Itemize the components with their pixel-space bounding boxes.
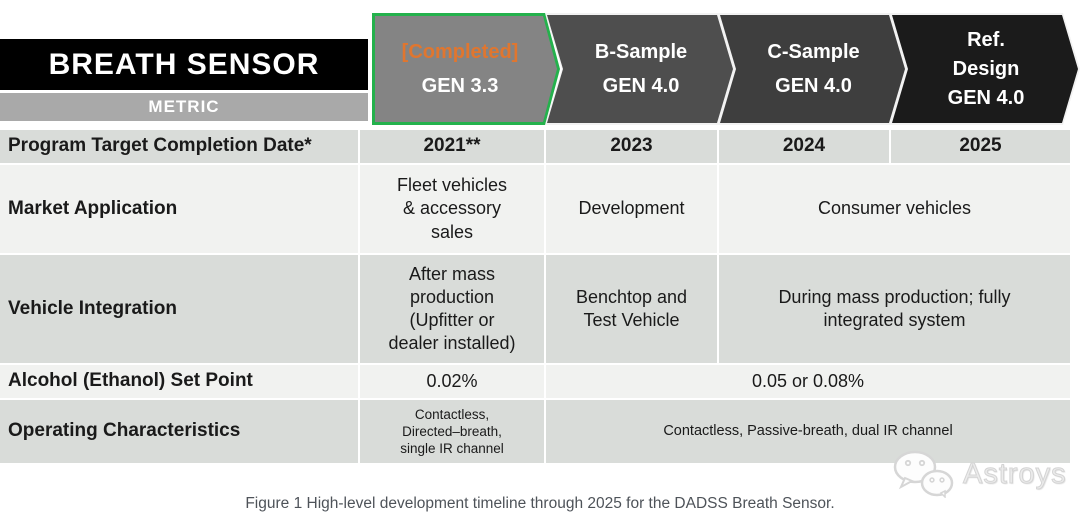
stage-ref-design-body: Ref. Design GEN 4.0 bbox=[892, 15, 1078, 123]
watermark-text: Astroys bbox=[963, 457, 1067, 490]
metrics-table: Program Target Completion Date* 2021** 2… bbox=[0, 130, 1070, 463]
row-label-alcohol-set-point: Alcohol (Ethanol) Set Point bbox=[0, 365, 358, 398]
metric-label: METRIC bbox=[148, 97, 220, 116]
development-timeline-stages: [Completed] GEN 3.3 B-Sample GEN 4.0 C-S… bbox=[372, 13, 1080, 125]
stage-b-sample: B-Sample GEN 4.0 bbox=[545, 13, 735, 125]
stage-gen-3-3-completed: [Completed] GEN 3.3 bbox=[372, 13, 560, 125]
cell-integration-b-sample: Benchtop and Test Vehicle bbox=[546, 255, 717, 363]
stage-c-sample-body: C-Sample GEN 4.0 bbox=[720, 15, 905, 123]
row-label-vehicle-integration: Vehicle Integration bbox=[0, 255, 358, 363]
cell-opchar-gen40: Contactless, Passive-breath, dual IR cha… bbox=[546, 400, 1070, 463]
stage-gen-3-3-body: [Completed] GEN 3.3 bbox=[375, 16, 557, 122]
cell-integration-gen33: After mass production (Upfitter or deale… bbox=[360, 255, 544, 363]
stage-gen-label: GEN 4.0 bbox=[775, 75, 852, 97]
watermark: Astroys bbox=[893, 450, 1067, 498]
cell-date-ref-design: 2025 bbox=[891, 130, 1070, 163]
stage-gen-label: GEN 4.0 bbox=[947, 86, 1025, 109]
row-label-completion-date: Program Target Completion Date* bbox=[0, 130, 358, 163]
stage-gen-label: GEN 3.3 bbox=[421, 75, 499, 97]
breath-sensor-title-bar: BREATH SENSOR bbox=[0, 39, 368, 90]
stage-c-sample: C-Sample GEN 4.0 bbox=[718, 13, 907, 125]
cell-date-gen33: 2021** bbox=[360, 130, 544, 163]
page-title: BREATH SENSOR bbox=[48, 47, 320, 81]
wechat-logo-icon bbox=[893, 450, 954, 498]
cell-date-b-sample: 2023 bbox=[546, 130, 717, 163]
cell-integration-c-ref: During mass production; fully integrated… bbox=[719, 255, 1070, 363]
cell-market-c-ref: Consumer vehicles bbox=[719, 165, 1070, 253]
stage-gen-label: GEN 4.0 bbox=[602, 75, 680, 97]
stage-name-label-2: Design bbox=[952, 57, 1020, 80]
cell-date-c-sample: 2024 bbox=[719, 130, 889, 163]
stage-name-label: C-Sample bbox=[767, 41, 860, 63]
row-label-market-application: Market Application bbox=[0, 165, 358, 253]
stage-name-label: B-Sample bbox=[594, 41, 688, 63]
cell-opchar-gen33: Contactless, Directed–breath, single IR … bbox=[360, 400, 544, 463]
cell-market-gen33: Fleet vehicles & accessory sales bbox=[360, 165, 544, 253]
metric-header-bar: METRIC bbox=[0, 93, 368, 121]
cell-setpoint-gen33: 0.02% bbox=[360, 365, 544, 398]
stage-ref-design: Ref. Design GEN 4.0 bbox=[890, 13, 1080, 125]
figure-caption: Figure 1 High-level development timeline… bbox=[245, 495, 835, 512]
stage-status-label: [Completed] bbox=[401, 41, 519, 63]
stage-name-label: Ref. bbox=[967, 28, 1005, 51]
stage-b-sample-body: B-Sample GEN 4.0 bbox=[547, 15, 733, 123]
cell-setpoint-gen40: 0.05 or 0.08% bbox=[546, 365, 1070, 398]
cell-market-b-sample: Development bbox=[546, 165, 717, 253]
row-label-operating-characteristics: Operating Characteristics bbox=[0, 400, 358, 463]
